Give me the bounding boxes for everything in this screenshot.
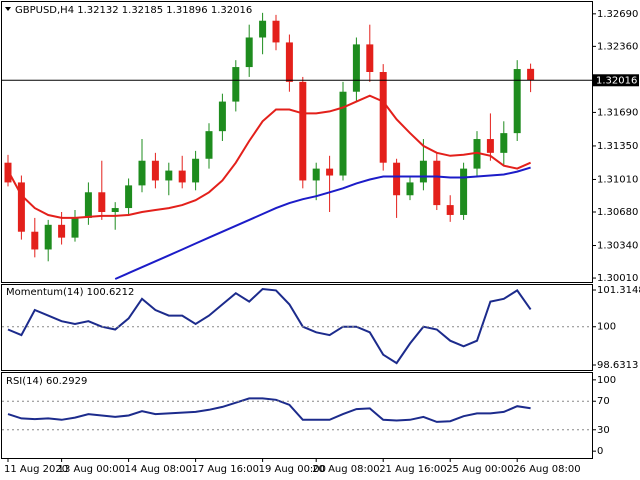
candle-body (500, 133, 508, 153)
y-tick-label: 30 (597, 425, 610, 436)
momentum-title: Momentum(14) 100.6212 (6, 287, 134, 298)
current-price-box (593, 74, 639, 87)
candle-body (125, 185, 133, 209)
candle-body (285, 42, 293, 82)
chart-title: GBPUSD,H4 1.32132 1.32185 1.31896 1.3201… (15, 5, 252, 16)
candle-body (245, 37, 253, 68)
y-tick-label: 1.32690 (597, 9, 638, 20)
x-tick-label: 20 Aug 08:00 (312, 464, 379, 475)
y-tick-label: 70 (597, 396, 610, 407)
series-line (7, 287, 532, 365)
menu-arrow[interactable] (5, 7, 11, 11)
y-tick-label: 0 (597, 446, 603, 457)
y-tick-label: 1.30340 (597, 241, 638, 252)
candle-body (352, 44, 360, 92)
x-tick-label: 13 Aug 00:00 (58, 464, 125, 475)
candle-body (192, 158, 200, 183)
series-line (7, 94, 532, 219)
x-tick-label: 17 Aug 16:00 (192, 464, 259, 475)
y-tick-label: 1.30010 (597, 273, 638, 284)
rsi-title: RSI(14) 60.2929 (6, 376, 87, 387)
plot-area (7, 397, 531, 423)
candle-body (138, 160, 146, 186)
candle-body (98, 192, 106, 212)
candle-body (419, 160, 427, 183)
candle-body (433, 160, 441, 206)
candle-body (446, 205, 454, 215)
candle-body (84, 192, 92, 218)
y-tick-label: 100 (597, 375, 616, 386)
candle-body (393, 162, 401, 196)
y-tick-label: 101.3148 (597, 285, 640, 296)
candle-body (272, 20, 280, 43)
candle-body (31, 231, 39, 250)
candle-body (379, 72, 387, 163)
plot-area (4, 12, 535, 280)
candle-body (339, 91, 347, 176)
candle-body (312, 168, 320, 181)
series-line (7, 397, 531, 423)
candle-body (232, 67, 240, 102)
candle-body (326, 168, 334, 176)
candle-body (205, 131, 213, 159)
y-tick-label: 100 (597, 322, 616, 333)
candle-body (366, 44, 374, 72)
x-tick-label: 26 Aug 08:00 (513, 464, 580, 475)
panel-frames (1, 1, 593, 459)
y-tick-label: 1.31010 (597, 174, 638, 185)
x-tick-label: 19 Aug 00:00 (259, 464, 326, 475)
candle-body (473, 139, 481, 169)
y-tick-label: 98.6313 (597, 360, 638, 371)
candle-body (151, 160, 159, 181)
y-tick-label: 1.31350 (597, 141, 638, 152)
candle-body (513, 69, 521, 134)
candle-body (299, 81, 307, 181)
candle-body (527, 68, 535, 81)
current-price-label: 1.32016 (596, 75, 637, 86)
series-line (114, 166, 531, 280)
candle-body (486, 139, 494, 153)
x-tick-label: 11 Aug 2020 (4, 464, 68, 475)
y-tick-label: 1.31690 (597, 107, 638, 118)
candle-body (178, 170, 186, 183)
candle-body (71, 217, 79, 238)
candle-body (406, 182, 414, 196)
y-tick-label: 1.32360 (597, 41, 638, 52)
y-tick-label: 1.30680 (597, 207, 638, 218)
candle-body (111, 208, 119, 212)
plot-area (7, 287, 532, 365)
candle-body (165, 170, 173, 181)
candle-body (44, 224, 52, 250)
candle-body (259, 20, 267, 38)
candle-body (17, 182, 25, 232)
candle-body (218, 101, 226, 132)
candle-body (58, 224, 66, 238)
x-tick-label: 25 Aug 00:00 (446, 464, 513, 475)
x-tick-label: 21 Aug 16:00 (379, 464, 446, 475)
x-tick-label: 14 Aug 08:00 (125, 464, 192, 475)
candle-body (460, 168, 468, 215)
